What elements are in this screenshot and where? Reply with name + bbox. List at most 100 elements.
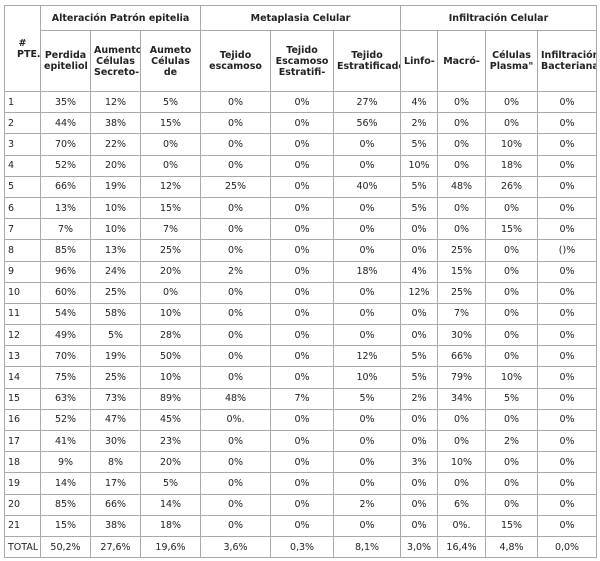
cell: 41%	[40, 429, 91, 453]
cell: 0%	[485, 451, 539, 474]
cell: 2%	[200, 260, 272, 283]
table-row: TOTAL 50,2% 27,6% 19,6% 3,6% 0,3% 8,1% 3,0% 16,4…	[4, 535, 598, 559]
cell: 0%	[200, 218, 272, 241]
cell: 13%	[90, 239, 141, 262]
cell: 0%	[400, 408, 439, 432]
cell: 0%	[333, 408, 402, 432]
cell: 26%	[485, 175, 539, 198]
cell: 70%	[40, 133, 91, 156]
cell: 3%	[400, 451, 439, 474]
column-header: Células Plasma"	[485, 30, 539, 92]
cell: 85%	[40, 493, 91, 516]
table-row: 17 41% 30% 23% 0% 0% 0% 0% 0% 2% 0%	[4, 429, 598, 453]
cell: 12%	[400, 281, 439, 304]
cell: 0%	[537, 429, 598, 453]
cell: 0%	[270, 302, 335, 326]
cell: 15%	[485, 218, 539, 241]
cell: 0%	[270, 345, 335, 368]
row-label: 11	[4, 302, 41, 326]
cell: 3,6%	[200, 535, 272, 559]
cell: 0%	[200, 281, 272, 304]
cell: 0%	[270, 514, 335, 537]
cell: 0%	[437, 429, 487, 453]
cell: 0%	[270, 196, 335, 220]
cell: 10%	[485, 133, 539, 156]
cell: 7%	[40, 218, 91, 241]
cell: 0%	[485, 90, 539, 114]
cell: 60%	[40, 281, 91, 304]
cell: 0%	[437, 196, 487, 220]
cell: 0%	[537, 345, 598, 368]
cell: 2%	[485, 429, 539, 453]
table-row: 3 70% 22% 0% 0% 0% 0% 5% 0% 10% 0%	[4, 133, 598, 156]
cell: 16,4%	[437, 535, 487, 559]
cell: 58%	[90, 302, 141, 326]
row-label: 12	[4, 324, 41, 347]
cell: 10%	[485, 366, 539, 389]
cell: 0,3%	[270, 535, 335, 559]
cell: 54%	[40, 302, 91, 326]
cell: 38%	[90, 514, 141, 537]
cell: 38%	[90, 112, 141, 135]
table-row: 10 60% 25% 0% 0% 0% 0% 12% 25% 0% 0%	[4, 281, 598, 304]
cell: 0%	[200, 451, 272, 474]
cell: 0%	[537, 324, 598, 347]
column-header: Tejido escamoso	[200, 30, 272, 92]
cell: 0%	[270, 366, 335, 389]
cell: 0%	[270, 281, 335, 304]
cell: 0%	[537, 281, 598, 304]
cell: 0%	[437, 408, 487, 432]
cell: 0%	[270, 472, 335, 495]
cell: 79%	[437, 366, 487, 389]
cell: 12%	[90, 90, 141, 114]
cell: 0%	[139, 154, 202, 177]
cell: 0%	[537, 154, 598, 177]
cell: 4%	[400, 260, 439, 283]
cell: 0%	[270, 175, 335, 198]
cell: 48%	[200, 387, 272, 410]
cell: ()%	[537, 239, 598, 262]
cell: 28%	[139, 324, 202, 347]
row-label: 16	[4, 408, 41, 432]
cell: 0%	[200, 112, 272, 135]
cell: 0%	[200, 345, 272, 368]
table-row: 21 15% 38% 18% 0% 0% 0% 0% 0%. 15% 0%	[4, 514, 598, 537]
cell: 0%	[400, 239, 439, 262]
cell: 52%	[40, 408, 91, 432]
row-label: 10	[4, 281, 41, 304]
row-label: 20	[4, 493, 41, 516]
cell: 27,6%	[90, 535, 141, 559]
table-row: 18 9% 8% 20% 0% 0% 0% 3% 10% 0% 0%	[4, 451, 598, 474]
cell: 0%	[485, 493, 539, 516]
cell: 10%	[139, 366, 202, 389]
column-header: Aumeto Células de	[139, 30, 202, 92]
cell: 0%	[485, 196, 539, 220]
cell: 0%	[537, 302, 598, 326]
cell: 66%	[437, 345, 487, 368]
cell: 0%	[537, 218, 598, 241]
cell: 48%	[437, 175, 487, 198]
cell: 0%	[537, 133, 598, 156]
table-row: 13 70% 19% 50% 0% 0% 12% 5% 66% 0% 0%	[4, 345, 598, 368]
cell: 10%	[437, 451, 487, 474]
cell: 20%	[90, 154, 141, 177]
row-label: TOTAL	[4, 535, 41, 559]
cell: 0%	[437, 218, 487, 241]
cell: 5%	[90, 324, 141, 347]
cell: 17%	[90, 472, 141, 495]
cell: 0%	[537, 90, 598, 114]
cell: 0%	[333, 196, 402, 220]
cell: 7%	[139, 218, 202, 241]
cell: 20%	[139, 260, 202, 283]
cell: 20%	[139, 451, 202, 474]
cell: 8%	[90, 451, 141, 474]
group-header: Infiltración Celular	[400, 5, 598, 31]
cell: 5%	[139, 472, 202, 495]
cell: 0%	[400, 218, 439, 241]
cell: 12%	[333, 345, 402, 368]
row-label: 4	[4, 154, 41, 177]
cell: 0%	[333, 429, 402, 453]
cell: 5%	[400, 133, 439, 156]
cell: 12%	[139, 175, 202, 198]
table-row: 7 7% 10% 7% 0% 0% 0% 0% 0% 15% 0%	[4, 218, 598, 241]
